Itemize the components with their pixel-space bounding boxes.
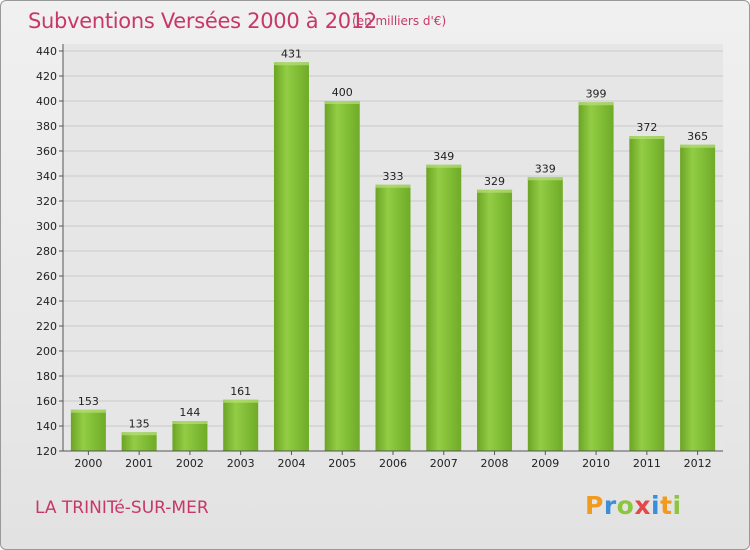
x-tick-label-2009: 2009 (531, 457, 559, 470)
logo-letter: i (672, 491, 682, 520)
chart-title: Subventions Versées 2000 à 2012 (28, 9, 377, 33)
bar-highlight-2006 (375, 184, 411, 188)
bar-2005 (324, 101, 360, 451)
y-tick-label: 420 (36, 70, 57, 83)
logo-letter: o (616, 491, 635, 520)
bar-2004 (273, 62, 309, 451)
y-tick-label: 140 (36, 420, 57, 433)
logo-letter: P (585, 491, 604, 520)
bar-2010 (578, 102, 614, 451)
y-tick-label: 440 (36, 45, 57, 58)
x-tick-label-2004: 2004 (277, 457, 305, 470)
bar-2008 (477, 189, 513, 451)
data-label-2009: 339 (535, 162, 556, 175)
x-tick-label-2006: 2006 (379, 457, 407, 470)
bar-2009 (527, 177, 563, 451)
x-tick-label-2002: 2002 (176, 457, 204, 470)
x-tick-label-2001: 2001 (125, 457, 153, 470)
x-tick-label-2007: 2007 (430, 457, 458, 470)
x-tick-label-2003: 2003 (227, 457, 255, 470)
y-tick-label: 340 (36, 170, 57, 183)
bar-highlight-2001 (121, 432, 157, 436)
y-tick-label: 200 (36, 345, 57, 358)
bar-2001 (121, 432, 157, 451)
y-tick-label: 280 (36, 245, 57, 258)
y-tick-label: 400 (36, 95, 57, 108)
bar-highlight-2007 (426, 164, 462, 168)
bar-highlight-2003 (223, 399, 259, 403)
bar-2002 (172, 421, 208, 451)
data-label-2010: 399 (586, 87, 607, 100)
bar-highlight-2004 (273, 62, 309, 66)
bar-highlight-2009 (527, 177, 563, 181)
bar-2003 (223, 399, 259, 451)
data-label-2011: 372 (636, 121, 657, 134)
y-tick-label: 300 (36, 220, 57, 233)
bar-highlight-2000 (70, 409, 106, 413)
bar-highlight-2012 (680, 144, 716, 148)
x-tick-label-2005: 2005 (328, 457, 356, 470)
data-label-2006: 333 (383, 170, 404, 183)
chart-subtitle: (en milliers d'€) (352, 14, 447, 28)
data-label-2005: 400 (332, 86, 353, 99)
bar-highlight-2005 (324, 101, 360, 104)
y-tick-label: 120 (36, 445, 57, 458)
data-label-2012: 365 (687, 130, 708, 143)
x-tick-label-2011: 2011 (633, 457, 661, 470)
bar-2011 (629, 136, 665, 451)
place-name: LA TRINITé-SUR-MER (35, 498, 209, 518)
bar-2007 (426, 164, 462, 451)
x-tick-label-2008: 2008 (481, 457, 509, 470)
y-tick-label: 320 (36, 195, 57, 208)
x-tick-label-2012: 2012 (684, 457, 712, 470)
y-tick-label: 240 (36, 295, 57, 308)
y-tick-label: 180 (36, 370, 57, 383)
logo-letter: t (660, 491, 673, 520)
x-tick-label-2000: 2000 (74, 457, 102, 470)
y-tick-label: 380 (36, 120, 57, 133)
bar-2006 (375, 184, 411, 451)
y-tick-label: 360 (36, 145, 57, 158)
bar-highlight-2002 (172, 421, 208, 424)
bar-2012 (680, 144, 716, 451)
bar-highlight-2010 (578, 102, 614, 106)
bar-highlight-2011 (629, 136, 665, 139)
data-label-2004: 431 (281, 47, 302, 60)
bar-highlight-2008 (477, 189, 513, 193)
logo-letter: i (651, 491, 661, 520)
data-label-2008: 329 (484, 175, 505, 188)
logo-letter: r (603, 491, 617, 520)
y-tick-label: 160 (36, 395, 57, 408)
proxiti-logo: Proxiti (585, 491, 682, 520)
data-label-2001: 135 (129, 417, 150, 430)
data-label-2002: 144 (179, 406, 200, 419)
y-tick-label: 220 (36, 320, 57, 333)
x-tick-label-2010: 2010 (582, 457, 610, 470)
data-label-2003: 161 (230, 385, 251, 398)
bar-2000 (70, 409, 106, 451)
data-label-2000: 153 (78, 395, 99, 408)
y-tick-label: 260 (36, 270, 57, 283)
data-label-2007: 349 (433, 150, 454, 163)
logo-letter: x (634, 491, 651, 520)
